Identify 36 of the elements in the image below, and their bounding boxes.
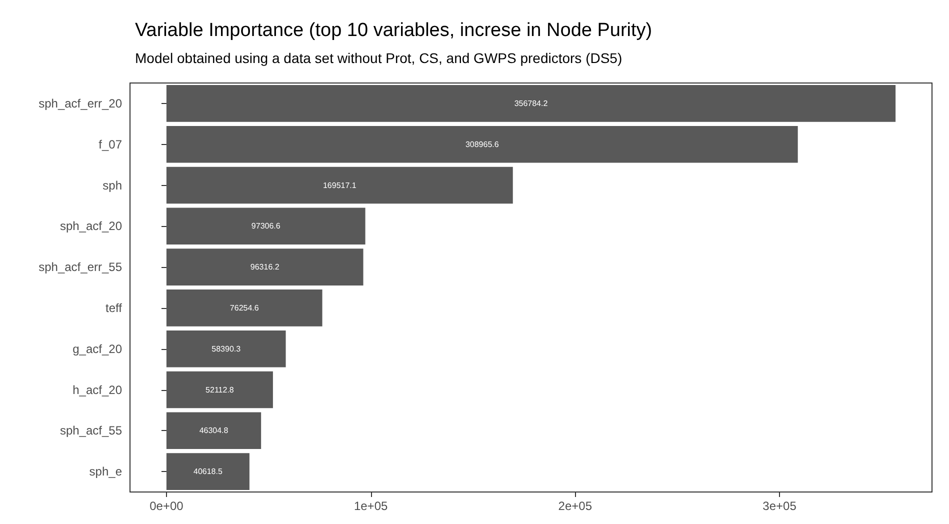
chart-subtitle: Model obtained using a data set without Prot, CS, and GWPS predictors (DS5) bbox=[135, 50, 622, 66]
x-tick-label: 3e+05 bbox=[762, 499, 797, 513]
y-tick-label: h_acf_20 bbox=[72, 382, 122, 397]
data-label: 40618.5 bbox=[193, 467, 223, 476]
y-tick-label: sph_acf_err_20 bbox=[38, 96, 122, 110]
y-tick-label: sph_acf_20 bbox=[60, 219, 122, 234]
bar bbox=[166, 248, 364, 286]
y-tick-label: sph_e bbox=[89, 464, 122, 479]
x-tick-label: 2e+05 bbox=[558, 499, 592, 513]
bar bbox=[166, 290, 322, 326]
data-label: 96316.2 bbox=[250, 262, 280, 272]
data-label: 58390.3 bbox=[212, 344, 242, 354]
data-label: 308965.6 bbox=[465, 140, 500, 149]
bar bbox=[166, 208, 366, 245]
bar bbox=[166, 330, 286, 368]
bar bbox=[166, 453, 250, 490]
y-tick-label: sph_acf_err_55 bbox=[38, 260, 122, 274]
y-tick-label: teff bbox=[106, 300, 123, 315]
data-label: 356784.2 bbox=[514, 98, 548, 108]
x-tick-label: 1e+05 bbox=[354, 499, 388, 513]
x-tick-label: 0e+00 bbox=[150, 499, 184, 513]
y-tick-label: sph bbox=[102, 178, 122, 192]
data-label: 46304.8 bbox=[199, 426, 229, 436]
bar bbox=[166, 126, 798, 163]
bar bbox=[166, 85, 896, 122]
data-label: 76254.6 bbox=[230, 303, 260, 312]
data-label: 52112.8 bbox=[206, 385, 234, 394]
data-label: 169517.1 bbox=[322, 180, 357, 190]
bar bbox=[166, 412, 262, 450]
chart-title: Variable Importance (top 10 variables, increse in Node Purity) bbox=[135, 20, 652, 41]
y-tick-label: g_acf_20 bbox=[72, 342, 122, 356]
y-tick-label: sph_acf_55 bbox=[60, 424, 122, 438]
data-label: 97306.6 bbox=[251, 222, 281, 231]
y-tick-label: f_07 bbox=[98, 137, 122, 152]
bar bbox=[166, 371, 273, 408]
bar bbox=[166, 166, 513, 204]
